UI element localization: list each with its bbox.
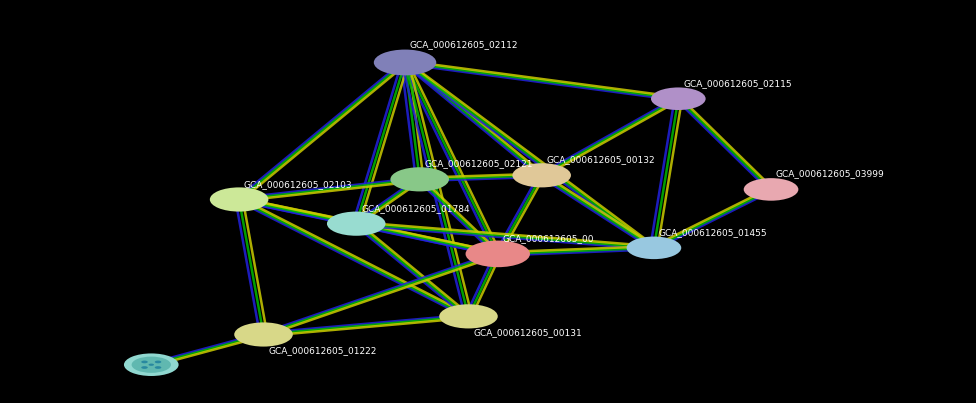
Circle shape	[155, 366, 161, 369]
Text: GCA_000612605_03999: GCA_000612605_03999	[776, 170, 884, 179]
Circle shape	[390, 167, 449, 191]
Text: GCA_000612605_01222: GCA_000612605_01222	[268, 346, 377, 355]
Circle shape	[142, 361, 147, 363]
Circle shape	[512, 163, 571, 187]
Text: GCA_000612605_02103: GCA_000612605_02103	[244, 180, 352, 189]
Circle shape	[142, 366, 147, 369]
Circle shape	[466, 241, 530, 267]
Circle shape	[374, 50, 436, 75]
Circle shape	[327, 212, 386, 236]
Circle shape	[234, 322, 293, 347]
Text: GCA_000612605_02115: GCA_000612605_02115	[683, 79, 792, 88]
Text: GCA_000612605_02121: GCA_000612605_02121	[425, 160, 533, 168]
Circle shape	[651, 87, 706, 110]
Circle shape	[627, 237, 681, 259]
Circle shape	[210, 187, 268, 212]
Circle shape	[132, 357, 171, 373]
Circle shape	[124, 353, 179, 376]
Text: GCA_000612605_00: GCA_000612605_00	[503, 234, 594, 243]
Text: GCA_000612605_00131: GCA_000612605_00131	[473, 328, 582, 337]
Circle shape	[155, 361, 161, 363]
Circle shape	[744, 178, 798, 201]
Circle shape	[439, 304, 498, 328]
Text: GCA_000612605_01784: GCA_000612605_01784	[361, 204, 469, 213]
Text: GCA_000612605_00132: GCA_000612605_00132	[547, 156, 655, 164]
Text: GCA_000612605_02112: GCA_000612605_02112	[410, 40, 518, 49]
Circle shape	[148, 364, 154, 366]
Text: GCA_000612605_01455: GCA_000612605_01455	[659, 228, 767, 237]
